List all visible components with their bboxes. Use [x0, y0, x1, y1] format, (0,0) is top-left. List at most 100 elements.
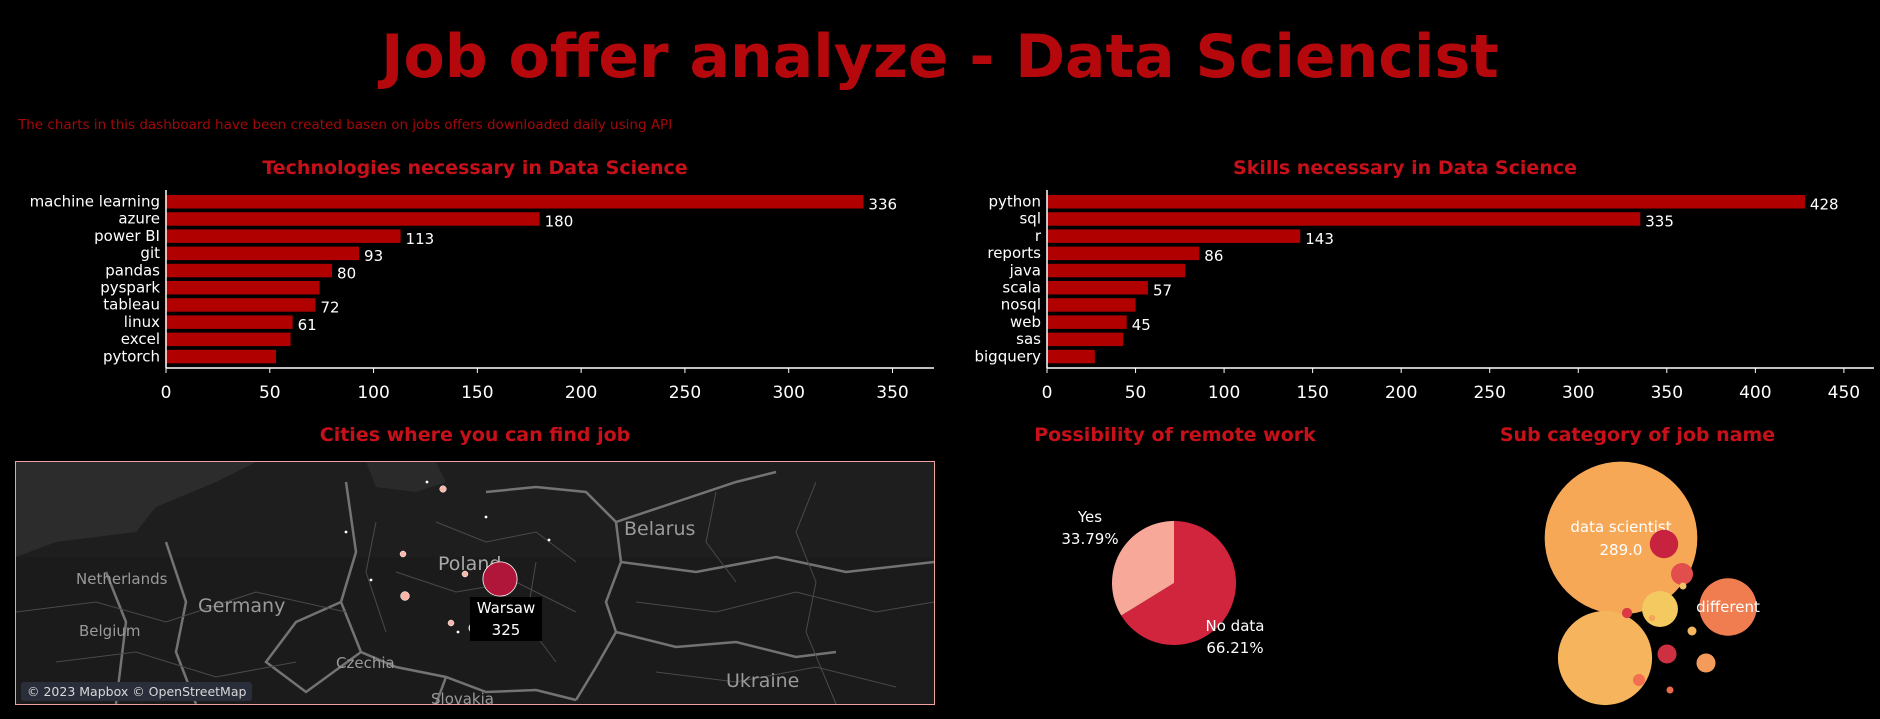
bar[interactable]: [1047, 349, 1095, 364]
map-label-germany: Germany: [198, 595, 286, 617]
x-tick-label: 100: [1208, 383, 1240, 403]
bar[interactable]: [1047, 263, 1186, 278]
bubble[interactable]: [1696, 653, 1716, 673]
city-dot: [456, 630, 460, 634]
data-label: 45: [1132, 316, 1151, 334]
map-tooltip: Warsaw 325: [470, 597, 542, 641]
city-marker[interactable]: [399, 550, 407, 558]
tech-chart-title: Technologies necessary in Data Science: [262, 157, 688, 179]
bubble-value: 289.0: [1600, 541, 1643, 559]
city-marker[interactable]: [482, 561, 518, 597]
bubble[interactable]: [1699, 578, 1757, 636]
subcat-bubble-chart[interactable]: data scientist 289.0 different: [1500, 455, 1790, 719]
map-title: Cities where you can find job: [319, 424, 631, 446]
city-marker[interactable]: [400, 591, 410, 601]
map-label-czechia: Czechia: [336, 654, 395, 672]
cities-map[interactable]: Belarus Poland Netherlands Germany Belgi…: [15, 461, 935, 705]
bar[interactable]: [166, 246, 360, 261]
x-tick-label: 350: [1651, 383, 1683, 403]
data-label: 143: [1305, 230, 1334, 248]
bubble[interactable]: [1632, 673, 1646, 687]
x-tick-label: 400: [1739, 383, 1771, 403]
x-tick-label: 200: [565, 383, 597, 403]
map-label-belarus: Belarus: [624, 518, 696, 540]
category-label: bigquery: [974, 347, 1041, 365]
bubble[interactable]: [1557, 610, 1653, 706]
bubble[interactable]: [1544, 461, 1698, 615]
pie-slice[interactable]: [1112, 521, 1174, 616]
category-label: power BI: [94, 227, 160, 245]
bubble[interactable]: [1657, 644, 1677, 664]
data-label: 80: [337, 264, 356, 282]
bar[interactable]: [1047, 332, 1124, 347]
bubble[interactable]: [1649, 529, 1679, 559]
bar[interactable]: [166, 195, 864, 209]
category-label: nosql: [1001, 296, 1041, 314]
x-tick-label: 0: [161, 383, 172, 403]
bar[interactable]: [1047, 212, 1641, 226]
x-tick-label: 300: [1562, 383, 1594, 403]
bar[interactable]: [1047, 229, 1301, 243]
bar[interactable]: [1047, 195, 1805, 209]
category-label: pytorch: [103, 347, 160, 365]
bar[interactable]: [166, 281, 320, 295]
bubble[interactable]: [1666, 686, 1674, 694]
bar[interactable]: [166, 332, 291, 347]
bubble[interactable]: [1671, 563, 1693, 585]
data-label: 335: [1645, 213, 1674, 231]
category-label: pandas: [105, 261, 160, 279]
bar[interactable]: [1047, 281, 1148, 295]
bar[interactable]: [166, 315, 293, 329]
category-label: azure: [118, 210, 160, 228]
subcat-chart-title: Sub category of job name: [1499, 424, 1776, 446]
map-label-ukraine: Ukraine: [726, 670, 800, 692]
bar[interactable]: [166, 212, 540, 226]
bubble[interactable]: [1648, 614, 1656, 622]
bubble[interactable]: [1621, 607, 1633, 619]
data-label: 93: [364, 247, 383, 265]
city-marker[interactable]: [461, 570, 469, 578]
map-attribution[interactable]: © 2023 Mapbox © OpenStreetMap: [21, 682, 253, 701]
bar[interactable]: [166, 298, 316, 312]
data-label: 428: [1810, 196, 1839, 214]
tech-bar-chart[interactable]: machine learning 336 azure 180 power BI 113 gi…: [0, 190, 940, 405]
x-tick-label: 150: [461, 383, 493, 403]
x-tick-label: 100: [357, 383, 389, 403]
bar[interactable]: [166, 263, 333, 278]
x-tick-label: 250: [669, 383, 701, 403]
remote-chart-title: Possibility of remote work: [1034, 424, 1316, 446]
city-dot: [344, 530, 348, 534]
city-dot: [369, 578, 373, 582]
city-marker[interactable]: [447, 619, 455, 627]
pie-label: No data: [1206, 617, 1265, 635]
category-label: r: [1035, 227, 1042, 245]
x-tick-label: 300: [772, 383, 804, 403]
city-marker[interactable]: [439, 485, 447, 493]
city-markers: [344, 480, 551, 639]
bar[interactable]: [1047, 246, 1200, 261]
bar[interactable]: [1047, 298, 1136, 312]
category-label: java: [1009, 261, 1041, 279]
bar[interactable]: [1047, 315, 1127, 329]
data-label: 61: [298, 316, 317, 334]
bar[interactable]: [166, 349, 277, 364]
bubble[interactable]: [1679, 582, 1687, 590]
tooltip-value: 325: [491, 621, 521, 639]
map-label-netherlands: Netherlands: [76, 570, 168, 588]
city-dot: [425, 480, 429, 484]
remote-pie-chart[interactable]: No data 66.21% Yes 33.79%: [1040, 500, 1340, 670]
dashboard-title: Job offer analyze - Data Sciencist: [381, 22, 1499, 92]
bubble[interactable]: [1642, 591, 1678, 627]
category-label: reports: [987, 244, 1041, 262]
x-tick-label: 350: [876, 383, 908, 403]
bubble[interactable]: [1687, 626, 1697, 636]
bar[interactable]: [166, 229, 401, 243]
category-label: web: [1010, 313, 1041, 331]
skills-chart-title: Skills necessary in Data Science: [1233, 157, 1577, 179]
pie-slice[interactable]: [1121, 521, 1236, 645]
category-label: sql: [1019, 210, 1041, 228]
x-tick-label: 50: [1125, 383, 1147, 403]
data-label: 72: [320, 299, 339, 317]
pie-percent: 33.79%: [1061, 530, 1118, 548]
